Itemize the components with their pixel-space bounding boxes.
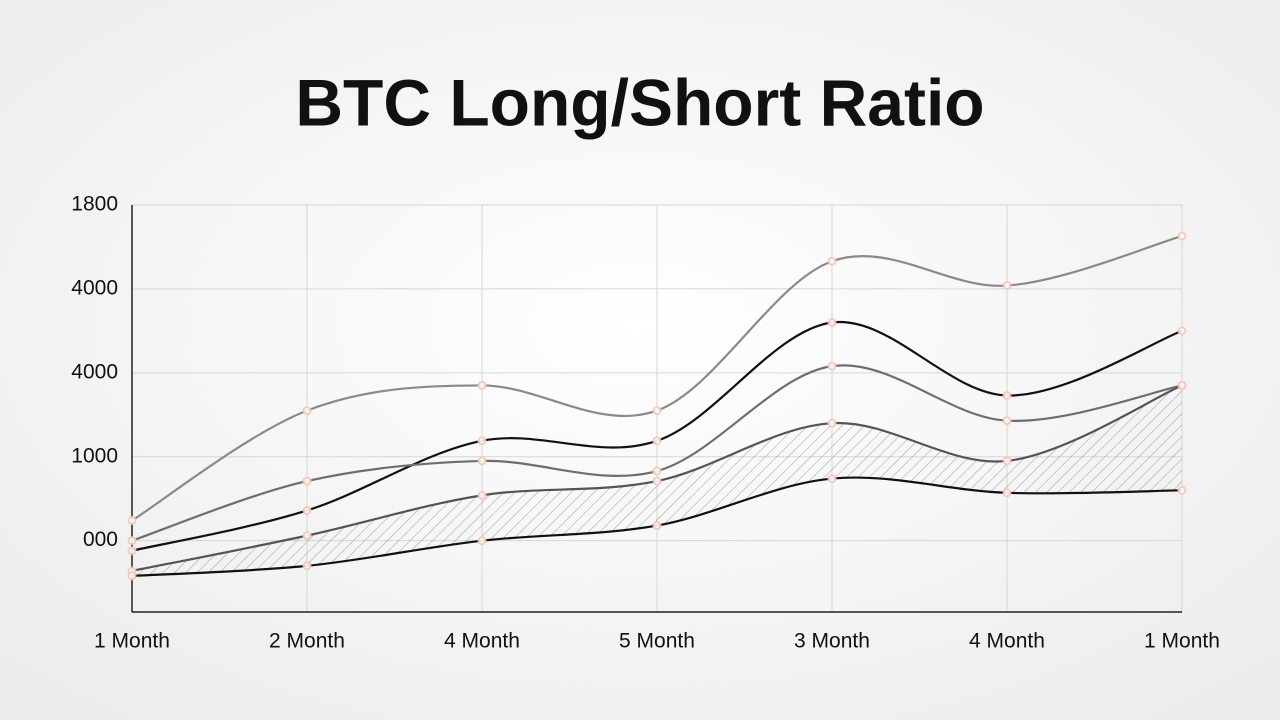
point-glow [302,505,312,515]
point-glow [302,561,312,571]
point-glow [477,380,487,390]
point-glow [477,436,487,446]
point-glow [652,406,662,416]
point-glow [652,476,662,486]
point-glow [127,546,137,556]
point-glow [1002,488,1012,498]
point-glow [827,256,837,266]
y-tick-label: 1000 [71,444,118,467]
point-glow [127,571,137,581]
point-glow [1002,416,1012,426]
y-tick-label: 000 [83,528,118,551]
x-tick-label: 1 Month [94,630,170,653]
point-glow [1177,231,1187,241]
point-glow [477,456,487,466]
point-glow [302,406,312,416]
chart-title: BTC Long/Short Ratio [295,65,984,139]
x-tick-label: 4 Month [969,630,1045,653]
point-glow [827,317,837,327]
x-tick-label: 2 Month [269,630,345,653]
point-glow [302,476,312,486]
x-tick-label: 3 Month [794,630,870,653]
point-glow [1177,485,1187,495]
point-glow [1002,281,1012,291]
point-glow [1177,326,1187,336]
y-tick-label: 1800 [71,193,118,216]
y-tick-label: 4000 [71,276,118,299]
point-glow [127,516,137,526]
x-tick-label: 5 Month [619,630,695,653]
point-glow [827,418,837,428]
point-glow [827,474,837,484]
hatched-area [132,385,1182,576]
point-glow [477,536,487,546]
point-glow [127,536,137,546]
point-glow [652,521,662,531]
point-glow [1002,456,1012,466]
point-glow [652,466,662,476]
x-tick-label: 4 Month [444,630,520,653]
point-glow [1177,380,1187,390]
x-tick-label: 1 Month [1144,630,1220,653]
point-glow [302,531,312,541]
point-glow [477,490,487,500]
y-tick-label: 4000 [71,360,118,383]
point-glow [827,361,837,371]
point-glow [1002,390,1012,400]
point-glow [652,436,662,446]
